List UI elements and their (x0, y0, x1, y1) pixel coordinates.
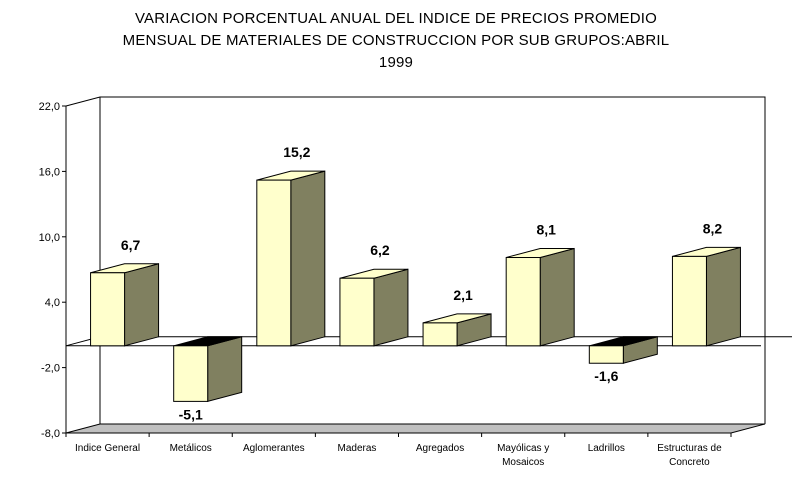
x-category-label: Indice General (75, 443, 140, 454)
bar (422, 313, 492, 347)
y-tick-label: 4,0 (45, 297, 60, 309)
data-label: 8,1 (536, 222, 556, 238)
chart-floor (65, 423, 766, 434)
bar (90, 263, 160, 347)
data-label: 2,1 (453, 287, 473, 303)
bar-front (588, 345, 624, 364)
y-tick-label: 16,0 (39, 166, 60, 178)
bar (173, 336, 243, 403)
x-category-label: Mayólicas y (497, 443, 549, 454)
x-category-label: Mosaicos (502, 457, 544, 468)
x-category-label: Estructuras de (657, 443, 722, 454)
chart-title: VARIACION PORCENTUAL ANUAL DEL INDICE DE… (0, 8, 792, 74)
bar-front (173, 345, 209, 402)
bar-front (505, 257, 541, 347)
bar-side (705, 246, 741, 347)
x-axis: Indice General Metálicos Aglomerantes Mader… (65, 432, 732, 468)
y-tick-label: 22,0 (39, 101, 60, 113)
data-label: 8,2 (703, 220, 723, 236)
y-axis: 22,0 16,0 10,0 4,0 -2,0 -8,0 (39, 101, 67, 440)
bar-side (539, 247, 575, 347)
y-tick-label: -8,0 (41, 428, 60, 440)
chart-title-line-2: MENSUAL DE MATERIALES DE CONSTRUCCION PO… (122, 32, 670, 49)
data-label: 15,2 (283, 144, 310, 160)
x-category-label: Agregados (416, 443, 464, 454)
x-category-label: Aglomerantes (243, 443, 305, 454)
bar (339, 268, 409, 347)
data-label: -1,6 (594, 368, 618, 384)
y-tick-label: 10,0 (39, 232, 60, 244)
data-label: 6,7 (121, 237, 141, 253)
data-label: -5,1 (179, 406, 203, 422)
bar (671, 246, 741, 347)
bar (256, 170, 326, 347)
chart-title-line-3: 1999 (378, 54, 414, 71)
x-category-label: Metálicos (170, 443, 212, 454)
x-category-label: Maderas (337, 443, 376, 454)
bar-side (207, 336, 243, 403)
bar-front (671, 255, 707, 347)
bar-front (339, 277, 375, 347)
bars (90, 170, 741, 403)
y-tick-label: -2,0 (41, 363, 60, 375)
bar (588, 336, 658, 364)
bar-front (256, 179, 292, 347)
bar-side (124, 263, 160, 347)
x-category-label: Concreto (669, 457, 710, 468)
x-category-label: Ladrillos (588, 443, 625, 454)
back-wall (65, 96, 766, 424)
data-label: 6,2 (370, 242, 390, 258)
data-labels: 6,7 -5,1 15,2 6,2 2,1 8,1 -1,6 8,2 (121, 144, 723, 422)
chart-title-line-1: VARIACION PORCENTUAL ANUAL DEL INDICE DE… (134, 10, 658, 27)
bar-front (90, 272, 126, 347)
bar-side (373, 268, 409, 347)
bar-front (422, 322, 458, 347)
bar-side (290, 170, 326, 347)
bar (505, 247, 575, 347)
